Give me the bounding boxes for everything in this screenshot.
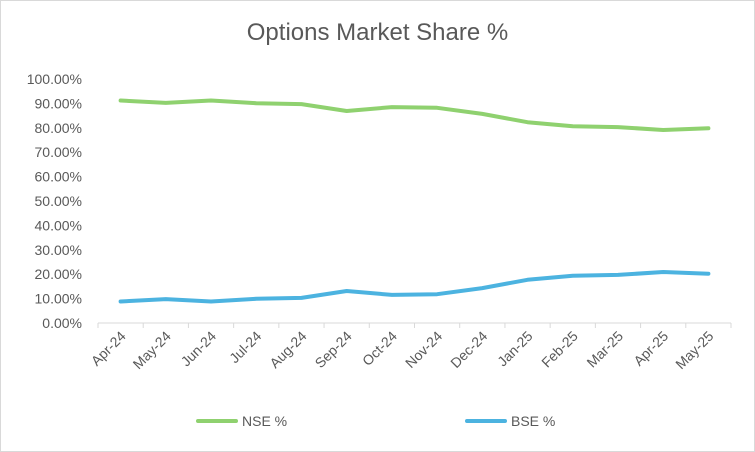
- data-point: [345, 109, 349, 113]
- y-tick-label: 20.00%: [35, 266, 82, 282]
- x-tick-label: Jan-25: [494, 328, 536, 370]
- data-point: [526, 278, 530, 282]
- data-point: [164, 101, 168, 105]
- x-tick-label: May-24: [130, 328, 174, 372]
- series-line-0: [118, 98, 711, 132]
- y-tick-label: 70.00%: [35, 144, 82, 160]
- data-point: [299, 102, 303, 106]
- data-point: [209, 300, 213, 304]
- x-tick-label: May-25: [672, 328, 716, 372]
- x-tick-label: Aug-24: [266, 328, 309, 371]
- data-point: [209, 98, 213, 102]
- legend-label: NSE %: [242, 413, 287, 429]
- x-tick-label: Apr-25: [630, 328, 671, 369]
- y-tick-label: 90.00%: [35, 95, 82, 111]
- data-point: [254, 297, 258, 301]
- data-point: [480, 286, 484, 290]
- y-tick-label: 60.00%: [35, 169, 82, 185]
- data-point: [390, 105, 394, 109]
- data-point: [616, 125, 620, 129]
- x-tick-label: Apr-24: [88, 328, 129, 369]
- legend: NSE % BSE %: [196, 413, 555, 429]
- x-tick-label: Mar-25: [583, 328, 626, 371]
- data-point: [706, 126, 710, 130]
- data-point: [345, 289, 349, 293]
- chart-title: Options Market Share %: [246, 19, 509, 46]
- series-layer: [118, 98, 711, 304]
- data-point: [526, 120, 530, 124]
- data-point: [254, 101, 258, 105]
- data-point: [571, 124, 575, 128]
- x-tick-label: Dec-24: [447, 328, 490, 371]
- x-tick-label: Jun-24: [178, 328, 220, 370]
- data-point: [119, 98, 123, 102]
- y-tick-label: 0.00%: [42, 315, 82, 331]
- data-point: [435, 292, 439, 296]
- y-tick-label: 50.00%: [35, 193, 82, 209]
- y-tick-label: 80.00%: [35, 120, 82, 136]
- data-point: [480, 112, 484, 116]
- data-point: [661, 128, 665, 132]
- data-point: [435, 106, 439, 110]
- data-point: [706, 272, 710, 276]
- data-point: [661, 270, 665, 274]
- data-point: [390, 293, 394, 297]
- x-tick-label: Oct-24: [359, 328, 400, 369]
- y-tick-label: 30.00%: [35, 242, 82, 258]
- x-tick-label: Jul-24: [226, 328, 264, 366]
- y-tick-label: 40.00%: [35, 217, 82, 233]
- x-tick-label: Sep-24: [312, 328, 355, 371]
- y-tick-label: 100.00%: [27, 71, 82, 87]
- x-tick-label: Nov-24: [402, 328, 445, 371]
- series-line-1: [118, 270, 711, 304]
- axes: 0.00% 10.00% 20.00% 30.00% 40.00% 50.00% 60.00…: [27, 71, 732, 372]
- data-point: [119, 300, 123, 304]
- data-point: [571, 274, 575, 278]
- legend-label: BSE %: [511, 413, 555, 429]
- data-point: [616, 273, 620, 277]
- data-point: [299, 296, 303, 300]
- y-tick-label: 10.00%: [35, 291, 82, 307]
- x-tick-label: Feb-25: [538, 328, 581, 371]
- data-point: [164, 297, 168, 301]
